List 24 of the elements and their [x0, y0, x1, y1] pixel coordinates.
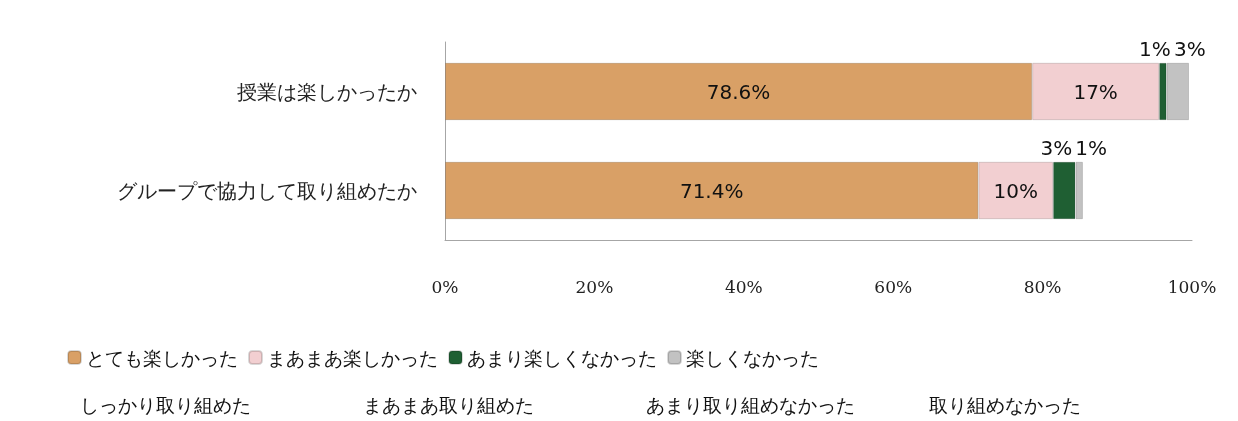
- data-label: 71.4%: [679, 178, 744, 203]
- x-tick-label: 60%: [874, 276, 913, 297]
- legend-label: あまり楽しくなかった: [467, 346, 657, 369]
- text: まあまあ取り組めた: [363, 393, 534, 416]
- data-label: 3%: [1173, 36, 1206, 61]
- data-label: 1%: [1139, 36, 1171, 61]
- legend-label: 楽しくなかった: [686, 346, 819, 369]
- legend-label: まあまあ楽しかった: [267, 346, 438, 369]
- data-label: 78.6%: [706, 79, 771, 104]
- data-label: 3%: [1040, 135, 1073, 160]
- x-tick-label: 20%: [575, 276, 614, 297]
- y-tick-label: グループで協力して取り組めたか: [117, 178, 417, 203]
- text: 取り組めなかった: [929, 393, 1081, 416]
- text: あまり取り組めなかった: [646, 393, 855, 416]
- x-tick-label: 40%: [724, 276, 763, 297]
- data-label: 1%: [1075, 135, 1108, 160]
- x-tick-label: 100%: [1167, 276, 1217, 297]
- data-label: 10%: [993, 178, 1038, 203]
- y-tick-label: 授業は楽しかったか: [237, 79, 417, 104]
- data-label: 17%: [1073, 79, 1118, 104]
- legend-label: とても楽しかった: [86, 346, 238, 369]
- x-tick-label: 80%: [1023, 276, 1062, 297]
- x-tick-label: 0%: [431, 276, 459, 297]
- text: しっかり取り組めた: [80, 393, 251, 416]
